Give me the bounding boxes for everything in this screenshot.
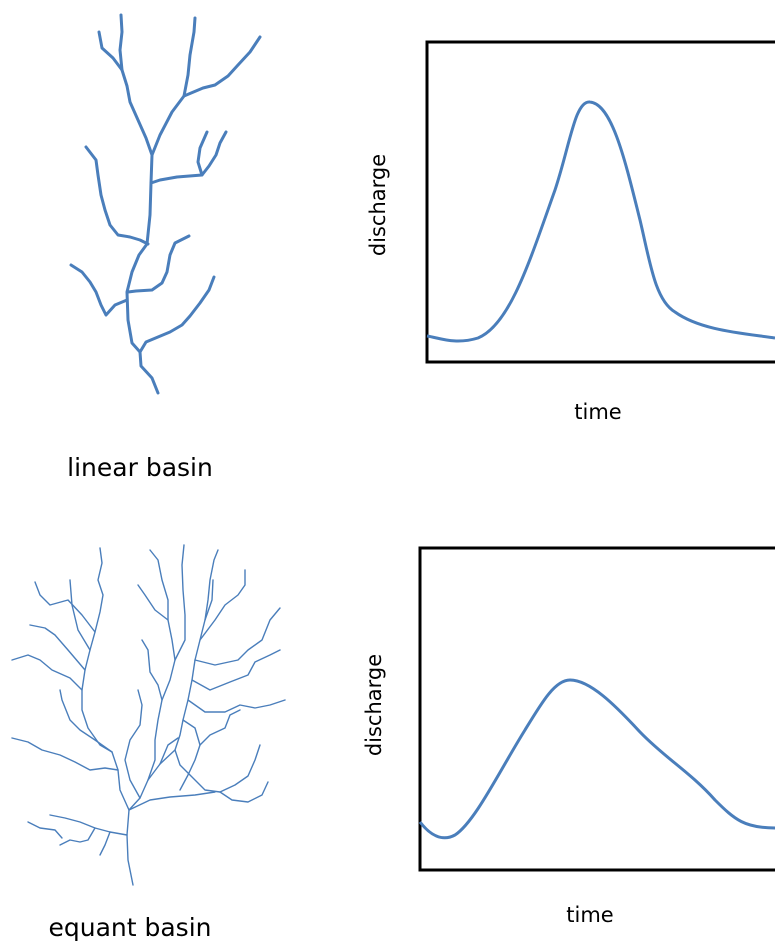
x-axis-label: time (574, 400, 621, 424)
equant-hydrograph: discharge time (362, 546, 775, 927)
x-axis-label: time (566, 903, 613, 927)
river (138, 275, 216, 354)
graph-frame (418, 546, 775, 872)
river (11, 654, 83, 691)
river (128, 791, 216, 811)
river (97, 30, 154, 157)
river (179, 719, 201, 791)
river (159, 737, 179, 765)
river (141, 639, 163, 781)
river (27, 821, 63, 839)
river (49, 814, 128, 836)
river (118, 13, 124, 72)
river (125, 35, 262, 395)
river (149, 130, 228, 185)
river (126, 579, 214, 886)
river (34, 581, 96, 633)
river (126, 234, 191, 294)
river (81, 547, 113, 753)
river (124, 689, 143, 799)
river (11, 737, 119, 771)
river (174, 544, 186, 661)
river (182, 16, 197, 98)
river (174, 744, 261, 793)
river (191, 649, 281, 691)
river (84, 145, 150, 246)
river (69, 579, 91, 651)
basin-label: linear basin (67, 453, 213, 482)
river (199, 709, 241, 746)
graph-frame (425, 40, 775, 364)
river (59, 827, 96, 846)
equant-basin-drawing (11, 544, 286, 886)
river (69, 263, 129, 317)
river (99, 831, 111, 856)
river (187, 699, 286, 713)
hydrograph-curve (418, 678, 775, 840)
river (59, 689, 130, 811)
river (137, 584, 169, 621)
river (199, 569, 246, 641)
hydrograph-curve (426, 100, 775, 343)
river (29, 624, 86, 671)
river (219, 781, 269, 803)
river (194, 607, 281, 666)
river (204, 549, 219, 621)
linear-hydrograph: discharge time (366, 40, 775, 424)
y-axis-label: discharge (362, 654, 386, 756)
basin-label: equant basin (48, 913, 211, 942)
linear-basin-drawing (69, 13, 262, 395)
river (196, 130, 209, 177)
y-axis-label: discharge (366, 154, 390, 256)
